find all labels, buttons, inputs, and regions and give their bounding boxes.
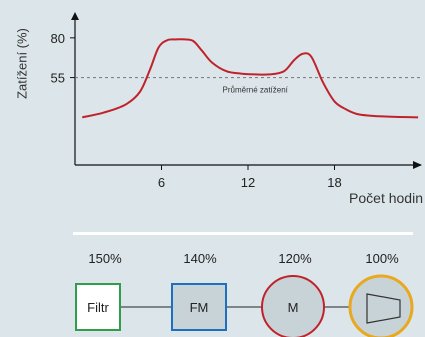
motor-circle: [261, 275, 325, 337]
percent-m: 120%: [278, 251, 312, 266]
y-axis-arrow: [71, 12, 79, 20]
y-tick-label: 80: [51, 31, 65, 46]
y-axis-label: Zatížení (%): [14, 28, 30, 99]
component-chain: Filtr FM M: [75, 274, 414, 337]
load-curve: [81, 38, 419, 119]
motor-label: M: [288, 300, 299, 315]
fm-label: FM: [190, 300, 209, 315]
fan-icon: [366, 293, 401, 324]
percent-filtr: 150%: [88, 251, 122, 266]
x-axis-label: Počet hodin: [349, 190, 423, 206]
filter-box: [75, 283, 121, 331]
y-tick-label: 55: [51, 71, 65, 86]
fan-circle: [348, 274, 414, 337]
average-load-label: Průměrné zatížení: [223, 86, 289, 95]
percent-fm: 140%: [183, 251, 217, 266]
filter-label: Filtr: [87, 300, 109, 315]
fm-box: [171, 283, 227, 331]
x-tick-label: 12: [241, 175, 255, 190]
x-axis-arrow: [413, 161, 422, 169]
x-tick-label: 18: [327, 175, 341, 190]
section-divider: [73, 232, 413, 235]
percent-fan: 100%: [365, 251, 399, 266]
load-chart: 55 80 6 12 18 Počet hodin Průměrné zatížení: [51, 12, 423, 206]
x-tick-label: 6: [158, 175, 165, 190]
